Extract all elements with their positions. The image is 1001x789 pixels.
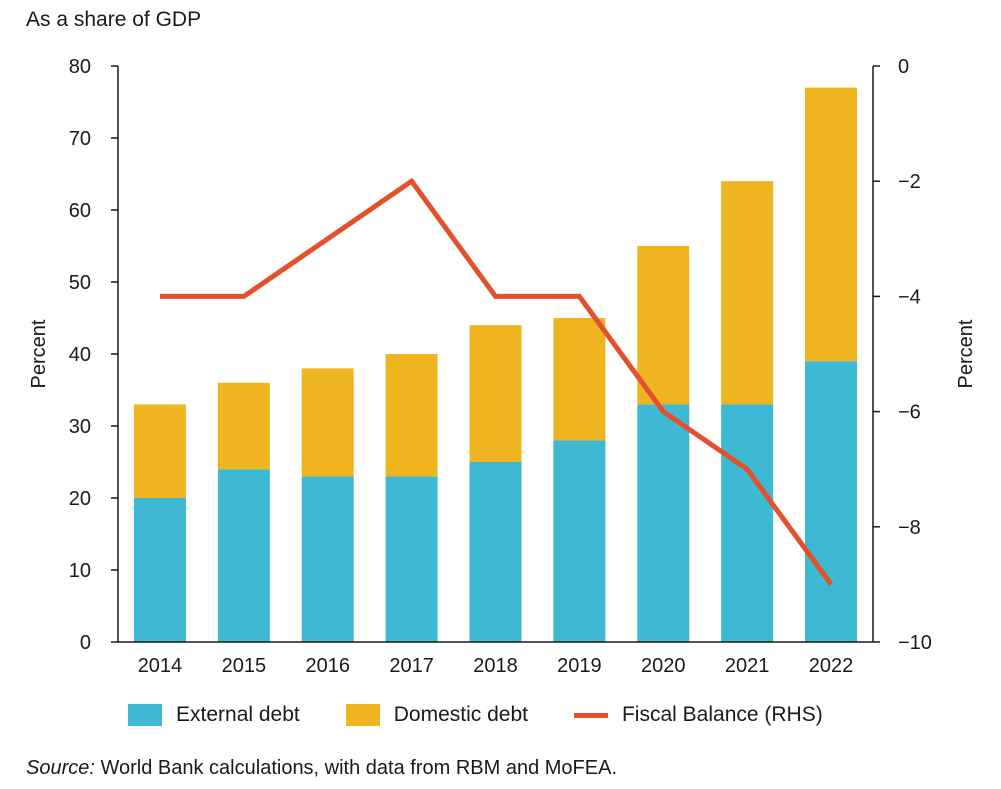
x-tick-label: 2015 [222, 655, 267, 677]
x-tick-label: 2020 [641, 655, 686, 677]
bar-external-debt-2016 [301, 476, 354, 642]
axes-layer: 0 10 20 30 40 50 60 70 80 0 −2 −4 −6 −8 −10 2014 2015 201… [28, 56, 977, 677]
bar-domestic-debt-2016 [301, 368, 354, 477]
bar-external-debt-2020 [637, 404, 690, 642]
line-layer [159, 177, 834, 586]
legend-item-external-debt: External debt [128, 703, 300, 727]
y-axis-label-left: Percent [28, 319, 50, 388]
bar-external-debt-2022 [805, 361, 858, 642]
x-tick-label: 2021 [725, 655, 770, 677]
x-tick-label: 2018 [473, 655, 518, 677]
bar-domestic-debt-2015 [217, 382, 270, 470]
legend-label-fiscal-balance: Fiscal Balance (RHS) [621, 703, 823, 726]
y-tick-label-left: 50 [69, 272, 91, 294]
line-fiscal-balance [159, 177, 834, 586]
bar-domestic-debt-2017 [385, 354, 438, 477]
chart-canvas: 0 10 20 30 40 50 60 70 80 0 −2 −4 −6 −8 −10 2014 2015 201… [28, 56, 977, 677]
x-tick-label: 2014 [138, 655, 183, 677]
legend-label-domestic-debt: Domestic debt [393, 703, 528, 726]
bar-domestic-debt-2021 [721, 181, 774, 405]
y-tick-label-left: 60 [69, 200, 91, 222]
y-tick-label-right: 0 [898, 56, 909, 78]
y-tick-label-left: 80 [69, 56, 91, 78]
legend-swatch-external-debt [128, 704, 162, 726]
bar-domestic-debt-2019 [553, 318, 606, 441]
source-note: Source: World Bank calculations, with da… [26, 757, 617, 780]
source-text: World Bank calculations, with data from … [94, 757, 617, 779]
legend-swatch-domestic-debt [345, 704, 380, 726]
bar-external-debt-2021 [721, 404, 774, 642]
chart-subtitle: As a share of GDP [26, 8, 202, 31]
legend-item-fiscal-balance: Fiscal Balance (RHS) [573, 703, 823, 727]
y-tick-label-right: −8 [898, 517, 921, 539]
legend-label-external-debt: External debt [176, 703, 300, 726]
y-axis-label-right: Percent [955, 319, 977, 388]
x-tick-label: 2019 [557, 655, 602, 677]
y-tick-label-left: 30 [69, 416, 91, 438]
y-tick-label-left: 0 [80, 632, 91, 654]
y-tick-label-right: −4 [898, 286, 921, 308]
source-label: Source: [26, 757, 95, 779]
bar-external-debt-2015 [217, 469, 270, 642]
y-tick-label-right: −6 [898, 402, 921, 424]
bars-layer [133, 87, 858, 642]
y-tick-label-left: 20 [69, 488, 91, 510]
y-tick-label-left: 40 [69, 344, 91, 366]
legend-swatch-fiscal-balance [573, 712, 608, 718]
bar-external-debt-2018 [469, 462, 522, 642]
y-tick-label-right: −10 [898, 632, 932, 654]
bar-external-debt-2014 [133, 498, 186, 642]
x-tick-label: 2017 [389, 655, 434, 677]
bar-domestic-debt-2020 [637, 246, 690, 405]
y-tick-label-right: −2 [898, 171, 921, 193]
bar-domestic-debt-2014 [133, 404, 186, 498]
x-tick-label: 2016 [305, 655, 350, 677]
y-tick-label-left: 10 [69, 560, 91, 582]
bar-external-debt-2019 [553, 440, 606, 642]
x-tick-label: 2022 [809, 655, 854, 677]
bar-domestic-debt-2022 [805, 87, 858, 362]
bar-external-debt-2017 [385, 476, 438, 642]
legend: External debt Domestic debt Fiscal Balan… [128, 703, 869, 727]
bar-domestic-debt-2018 [469, 325, 522, 462]
y-tick-label-left: 70 [69, 128, 91, 150]
legend-item-domestic-debt: Domestic debt [345, 703, 528, 727]
